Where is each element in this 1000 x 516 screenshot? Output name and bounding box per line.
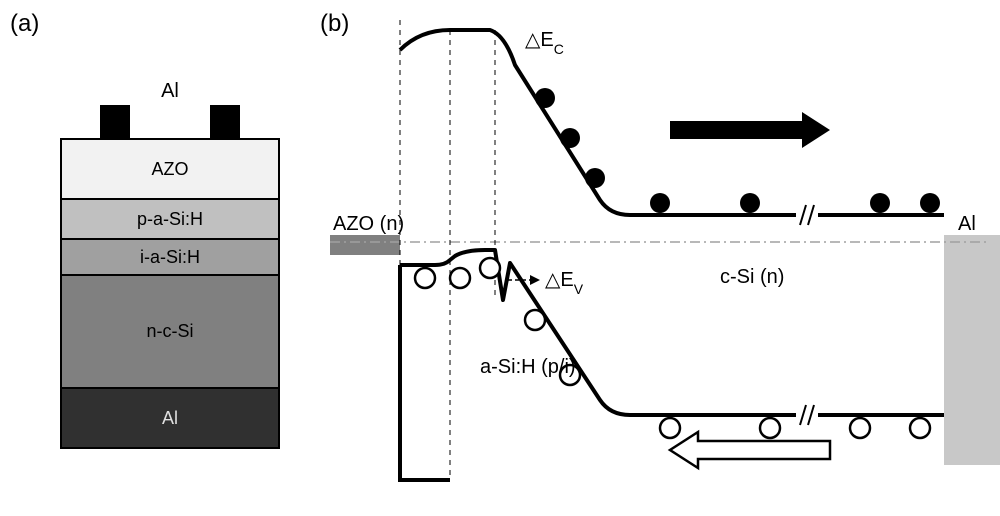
hole-2: [480, 258, 500, 278]
electron-2: [585, 168, 605, 188]
hole-flow-arrow: [670, 432, 830, 468]
hole-7: [850, 418, 870, 438]
layer-al: Al: [60, 387, 280, 449]
panel-a-label: (a): [10, 10, 39, 38]
al-label: Al: [958, 213, 976, 235]
hole-6: [760, 418, 780, 438]
electron-6: [920, 193, 940, 213]
layer-azo: AZO: [60, 138, 280, 200]
azo-vb-drop: [400, 265, 450, 480]
csi-label: c-Si (n): [720, 266, 784, 288]
layer-i-a-si-h: i-a-Si:H: [60, 238, 280, 276]
asi-label: a-Si:H (p/i): [480, 356, 576, 378]
hole-0: [415, 268, 435, 288]
contact-right: [210, 105, 240, 140]
electron-1: [560, 128, 580, 148]
top-contacts: [60, 105, 280, 140]
electron-5: [870, 193, 890, 213]
al-region: [944, 235, 1000, 465]
delta-ev-label: △EV: [545, 269, 584, 297]
layer-p-a-si-h: p-a-Si:H: [60, 198, 280, 240]
electron-3: [650, 193, 670, 213]
band-diagram: △EC △EV AZO (n) c-Si (n) a-Si:H (p/i) Al: [330, 10, 1000, 510]
azo-region: [330, 235, 400, 255]
top-contact-label: Al: [60, 80, 280, 103]
delta-ec-label: △EC: [525, 29, 564, 57]
hole-3: [525, 310, 545, 330]
electron-4: [740, 193, 760, 213]
hole-1: [450, 268, 470, 288]
hole-8: [910, 418, 930, 438]
layer-n-c-si: n-c-Si: [60, 274, 280, 389]
electron-0: [535, 88, 555, 108]
contact-left: [100, 105, 130, 140]
electron-flow-arrow: [670, 112, 830, 148]
azo-label: AZO (n): [333, 213, 404, 235]
dEv-arrow-head: [530, 275, 540, 285]
device-stack: Al AZOp-a-Si:Hi-a-Si:Hn-c-SiAl: [60, 80, 280, 449]
hole-5: [660, 418, 680, 438]
